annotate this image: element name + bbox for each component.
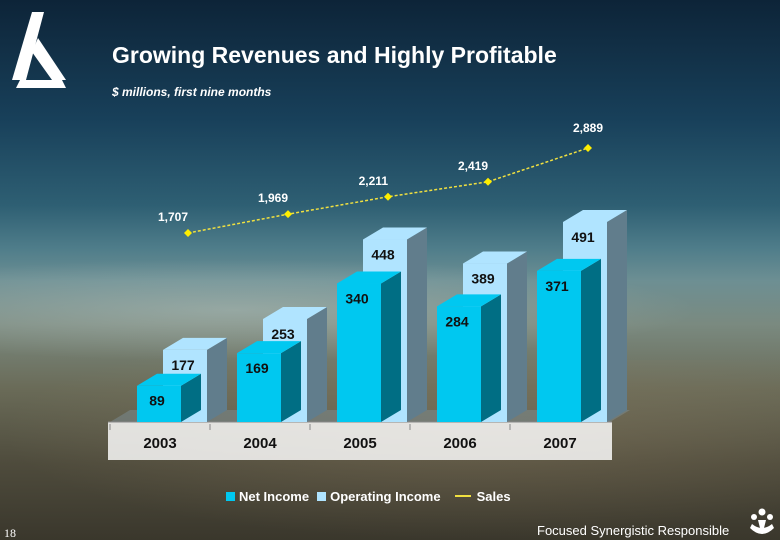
bar-net-income-2005-top — [337, 271, 401, 284]
data-label-net-income-2006: 284 — [445, 313, 469, 329]
legend-item-net-income: Net Income — [226, 489, 309, 504]
x-tick-label-2005: 2005 — [343, 435, 376, 452]
legend-item-operating-income: Operating Income — [317, 489, 441, 504]
data-label-sales-2005: 2,211 — [359, 174, 389, 188]
data-label-operating-income-2006: 389 — [471, 271, 495, 287]
bar-net-income-2007-top — [537, 258, 601, 271]
data-label-operating-income-2007: 491 — [571, 229, 595, 245]
bar-operating-income-2004-top — [263, 306, 327, 319]
data-label-sales-2006: 2,419 — [458, 159, 488, 173]
x-tick-label-2003: 2003 — [143, 435, 176, 452]
page-title: Growing Revenues and Highly Profitable — [112, 42, 557, 68]
page-subtitle: $ millions, first nine months — [112, 85, 272, 99]
legend-label-sales: Sales — [476, 488, 511, 504]
bar-net-income-2003-side — [181, 373, 201, 422]
bar-operating-income-2007-top — [563, 210, 627, 222]
bar-operating-income-2003-top — [163, 337, 227, 350]
data-label-operating-income-2005: 448 — [371, 247, 395, 263]
sales-point-2003 — [184, 229, 192, 237]
x-tick-label-2004: 2004 — [243, 435, 277, 452]
legend-label-net-income: Net Income — [239, 488, 310, 504]
data-label-net-income-2003: 89 — [149, 393, 165, 409]
data-label-sales-2003: 1,707 — [158, 210, 188, 224]
bar-net-income-2006-side — [481, 294, 501, 422]
bar-net-income-2007 — [537, 270, 581, 422]
sales-point-2004 — [284, 210, 292, 219]
company-logo-icon — [12, 12, 66, 88]
category-axis-band — [108, 422, 612, 460]
data-label-net-income-2005: 340 — [345, 291, 369, 307]
bar-net-income-2004-top — [237, 341, 301, 354]
bar-net-income-2003-top — [137, 373, 201, 386]
x-tick-label-2006: 2006 — [443, 435, 476, 452]
bar-net-income-2007-side — [581, 258, 601, 422]
data-label-net-income-2004: 169 — [245, 360, 269, 376]
sales-point-2005 — [384, 192, 392, 201]
sales-point-2006 — [484, 177, 492, 186]
legend-swatch-operating-income — [317, 491, 327, 501]
chart-legend: Net Income Operating Income Sales — [226, 487, 519, 505]
bar-operating-income-2005-top — [363, 227, 427, 240]
bar-operating-income-2006-side — [507, 251, 527, 422]
people-group-icon — [750, 508, 774, 534]
bar-net-income-2003 — [137, 385, 181, 422]
bar-net-income-2006-top — [437, 294, 501, 307]
sales-point-2007 — [584, 144, 592, 152]
bar-operating-income-2006-top — [463, 251, 527, 264]
bar-net-income-2004 — [237, 353, 281, 422]
footer-tagline: Focused Synergistic Responsible — [537, 523, 730, 538]
legend-item-sales: Sales — [449, 489, 511, 504]
bar-operating-income-2005-side — [407, 227, 427, 422]
bar-operating-income-2007-side — [607, 210, 627, 422]
data-label-operating-income-2004: 253 — [271, 326, 295, 342]
legend-swatch-sales — [454, 495, 471, 497]
bar-operating-income-2003-side — [207, 337, 227, 422]
bar-net-income-2005-side — [381, 271, 401, 422]
legend-swatch-net-income — [226, 491, 235, 501]
legend-label-operating-income: Operating Income — [330, 488, 441, 504]
data-label-sales-2004: 1,969 — [258, 191, 288, 205]
sales-line — [187, 147, 589, 234]
bar-net-income-2006 — [437, 306, 481, 422]
page-number: 18 — [4, 526, 16, 540]
bar-net-income-2005 — [337, 283, 381, 422]
x-tick-label-2007: 2007 — [543, 435, 576, 452]
bar-net-income-2004-side — [281, 341, 301, 422]
data-label-operating-income-2003: 177 — [171, 357, 195, 373]
data-label-net-income-2007: 371 — [545, 278, 569, 294]
bar-operating-income-2004-side — [307, 306, 327, 422]
data-label-sales-2007: 2,889 — [573, 121, 603, 135]
